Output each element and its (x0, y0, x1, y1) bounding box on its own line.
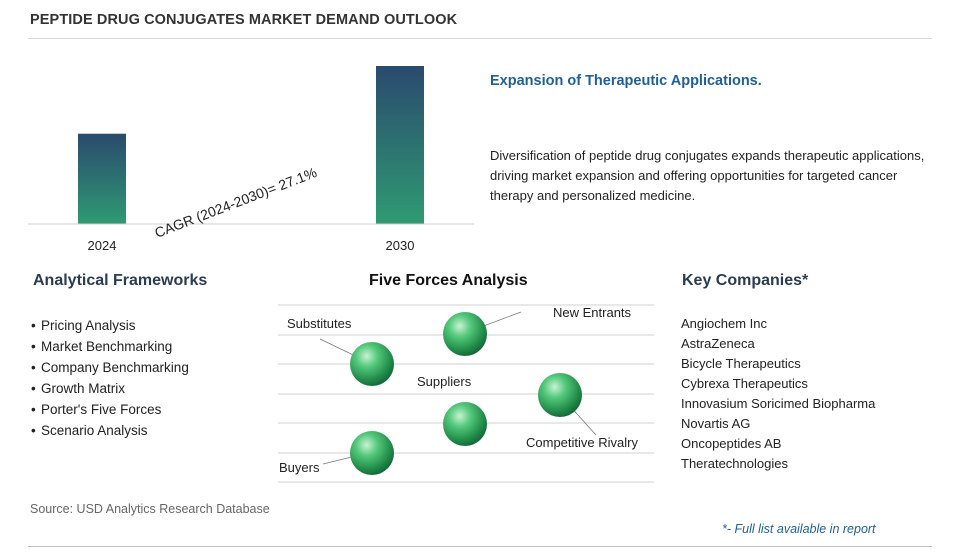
framework-item: Porter's Five Forces (31, 399, 189, 420)
company-item: Angiochem Inc (681, 316, 767, 331)
framework-item: Growth Matrix (31, 378, 189, 399)
suppliers-label: Suppliers (417, 374, 472, 389)
company-item: Novartis AG (681, 416, 751, 431)
framework-item: Pricing Analysis (31, 315, 189, 336)
framework-item: Market Benchmarking (31, 336, 189, 357)
frameworks-heading: Analytical Frameworks (33, 272, 208, 289)
bottom-divider (28, 546, 932, 547)
bar-2030 (376, 66, 424, 224)
buyers-label: Buyers (279, 460, 320, 475)
x-tick-label: 2024 (88, 238, 117, 253)
company-item: Theratechnologies (681, 456, 788, 471)
bar-2024 (78, 133, 126, 224)
company-item: Bicycle Therapeutics (681, 356, 801, 371)
page-title: PEPTIDE DRUG CONJUGATES MARKET DEMAND OU… (30, 12, 458, 28)
new-entrants-label: New Entrants (553, 305, 632, 320)
companies-heading: Key Companies* (682, 272, 809, 289)
suppliers-sphere (443, 402, 487, 446)
company-item: Oncopeptides AB (681, 436, 782, 451)
title-divider (28, 38, 932, 39)
headline: Expansion of Therapeutic Applications. (490, 73, 762, 89)
new-entrants-sphere (443, 312, 487, 356)
company-item: AstraZeneca (681, 336, 755, 351)
source-note: Source: USD Analytics Research Database (30, 502, 270, 516)
forces-heading: Five Forces Analysis (369, 272, 528, 289)
companies-list: Angiochem Inc AstraZeneca Bicycle Therap… (681, 314, 875, 474)
demand-bar-chart: 2024 2030 CAGR (2024-2030)= 27.1% (28, 66, 474, 253)
substitutes-label: Substitutes (287, 316, 352, 331)
substitutes-sphere (350, 342, 394, 386)
frameworks-list: Pricing Analysis Market Benchmarking Com… (31, 315, 189, 441)
competitive-rivalry-label: Competitive Rivalry (526, 435, 638, 450)
company-item: Cybrexa Therapeutics (681, 376, 808, 391)
force-grid-lines (278, 304, 654, 483)
framework-item: Company Benchmarking (31, 357, 189, 378)
description: Diversification of peptide drug conjugat… (490, 148, 925, 203)
full-list-footnote: *- Full list available in report (722, 522, 876, 536)
x-tick-label: 2030 (386, 238, 415, 253)
buyers-sphere (350, 431, 394, 475)
framework-item: Scenario Analysis (31, 420, 189, 441)
company-item: Innovasium Soricimed Biopharma (681, 396, 876, 411)
competitive-rivalry-sphere (538, 373, 582, 417)
